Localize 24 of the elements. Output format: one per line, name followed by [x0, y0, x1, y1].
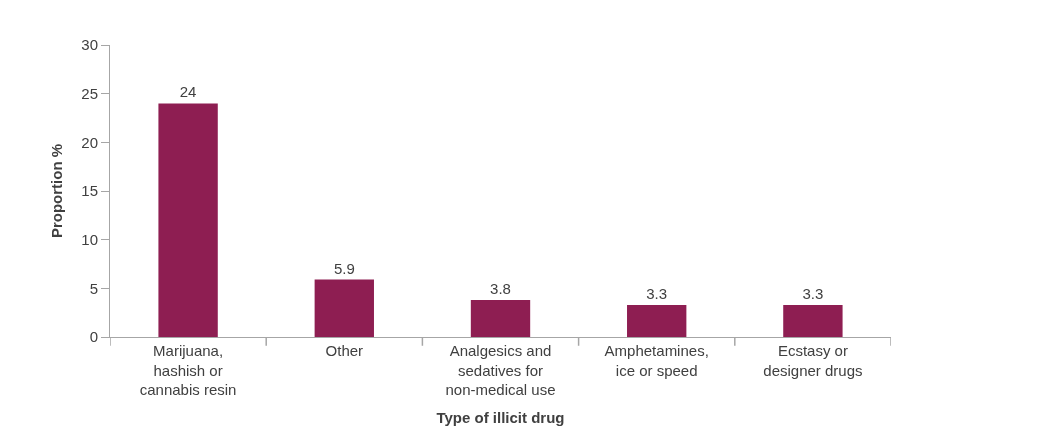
x-axis-title: Type of illicit drug: [436, 409, 565, 426]
y-tick-label: 10: [81, 230, 98, 248]
x-tick-label: Other: [325, 342, 364, 359]
bar: [627, 304, 687, 337]
x-tick-label: Marijuana, hashish or cannabis resin: [139, 342, 237, 398]
y-tick-label: 15: [81, 182, 98, 200]
y-tick-label: 0: [89, 328, 98, 346]
bar: [314, 279, 374, 337]
data-label: 24: [179, 83, 197, 101]
y-tick-label: 30: [81, 36, 98, 54]
y-axis-title: Proportion %: [47, 143, 65, 239]
x-tick-label: Amphetamines, ice or speed: [604, 342, 709, 379]
y-tick-label: 25: [81, 84, 98, 102]
bar: [783, 304, 843, 337]
data-label: 5.9: [333, 259, 355, 277]
x-tick-label: Ecstasy or designer drugs: [763, 342, 863, 379]
bar: [470, 300, 531, 337]
bar: [158, 103, 218, 337]
y-tick-label: 5: [89, 279, 98, 297]
data-label: 3.8: [490, 280, 511, 298]
data-label: 3.3: [802, 284, 824, 302]
x-tick-label: Analgesics and sedatives for non-medical use: [445, 342, 556, 398]
data-label: 3.3: [646, 284, 668, 302]
y-tick-label: 20: [81, 133, 98, 151]
